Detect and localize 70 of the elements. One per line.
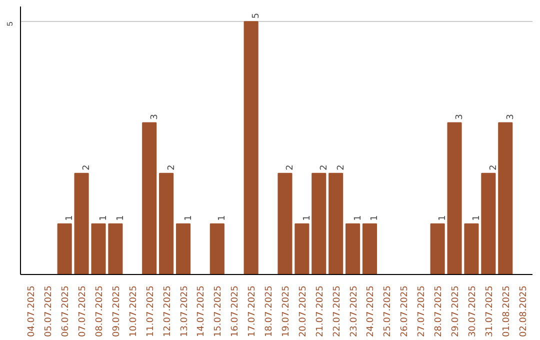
data-label: 1 [370,215,380,221]
x-tick-label: 11.07.2025 [146,286,156,338]
data-label: 1 [353,215,364,221]
x-tick-label: 20.07.2025 [298,286,308,338]
bar [210,223,224,274]
bar [57,223,72,274]
x-tick-label: 04.07.2025 [27,286,38,338]
x-tick-label: 12.07.2025 [162,286,173,338]
bar [430,223,445,274]
data-label: 3 [150,114,160,120]
bar [159,172,174,274]
x-tick-label: 27.07.2025 [417,286,428,338]
x-tick-label: 22.07.2025 [332,286,342,338]
data-label: 2 [336,164,346,170]
x-tick-label: 17.07.2025 [248,286,258,338]
data-label: 3 [506,114,516,120]
data-label: 2 [488,164,499,170]
x-tick-label: 26.07.2025 [400,286,410,338]
x-tick-label: 08.07.2025 [94,286,105,338]
bar [176,223,191,274]
bar [447,122,462,274]
bar [74,172,89,274]
x-tick-label: 30.07.2025 [468,286,478,338]
x-tick-label: 24.07.2025 [366,286,376,338]
data-label: 1 [184,215,194,221]
data-label: 1 [438,215,448,221]
bar [142,122,157,274]
data-label: 2 [319,164,330,170]
x-tick-label: 09.07.2025 [112,286,122,338]
x-tick-label: 13.07.2025 [180,286,190,338]
bar [346,223,360,274]
x-tick-label: 29.07.2025 [451,286,462,338]
data-label: 3 [455,114,466,120]
x-tick-label: 28.07.2025 [434,286,444,338]
x-tick-label: 15.07.2025 [214,286,224,338]
data-label: 2 [82,164,92,170]
data-label: 2 [166,164,177,170]
bar [244,21,258,274]
x-tick-label: 14.07.2025 [196,286,207,338]
bar [312,172,326,274]
bar [362,223,378,274]
bar [328,172,344,274]
x-tick-label: 31.07.2025 [484,286,495,338]
bar [278,172,292,274]
bar [91,223,106,274]
data-label: 1 [116,215,126,221]
data-label: 1 [218,215,228,221]
x-tick-label: 05.07.2025 [44,286,54,338]
x-tick-label: 23.07.2025 [349,286,360,338]
data-label: 5 [252,12,262,19]
x-tick-label: 21.07.2025 [315,286,326,338]
data-label: 1 [98,215,109,221]
data-label: 1 [472,215,482,221]
bar [294,223,310,274]
x-tick-label: 02.08.2025 [518,286,529,338]
x-tick-label: 18.07.2025 [264,286,275,338]
x-tick-label: 01.08.2025 [502,286,512,338]
x-tick-label: 25.07.2025 [383,286,394,338]
x-tick-label: 06.07.2025 [61,286,72,338]
bar [464,223,479,274]
data-label: 1 [302,215,312,221]
x-tick-label: 19.07.2025 [281,286,292,338]
x-tick-label: 07.07.2025 [78,286,88,338]
data-label: 2 [285,164,296,170]
bar [108,223,123,274]
x-tick-label: 10.07.2025 [128,286,139,338]
x-tick-label: 16.07.2025 [230,286,241,338]
data-label: 1 [65,215,76,221]
bar [481,172,496,274]
bar [498,122,513,274]
